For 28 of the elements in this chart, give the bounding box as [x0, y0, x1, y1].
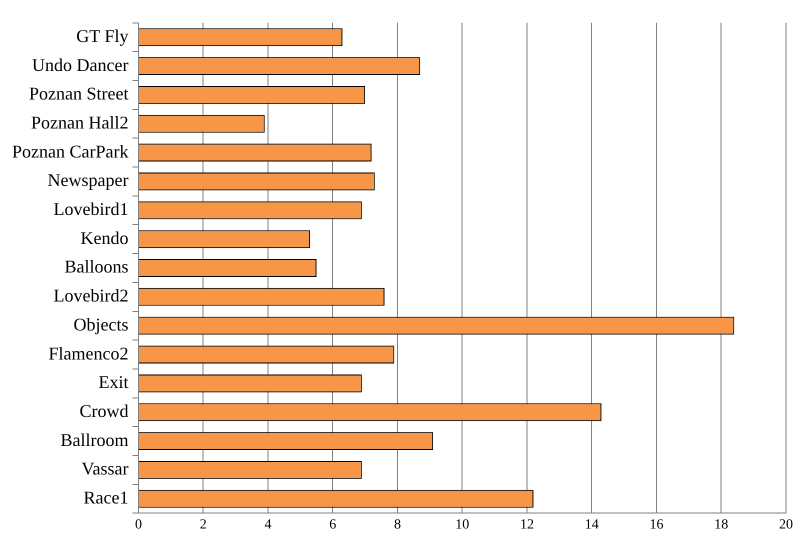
y-tick-label: Lovebird1 [53, 199, 128, 220]
x-tick-label: 16 [649, 517, 664, 532]
x-tick-label: 4 [264, 517, 272, 532]
x-tick-label: 8 [394, 517, 401, 532]
y-tick-label: Poznan CarPark [12, 141, 128, 162]
y-tick-label: Flamenco2 [48, 343, 128, 364]
y-tick-label: Vassar [81, 458, 128, 479]
y-tick-label: Undo Dancer [32, 54, 128, 75]
y-tick-label: Poznan Hall2 [30, 112, 128, 132]
y-tick-label: Newspaper [48, 170, 128, 190]
y-tick-label: Ballroom [60, 430, 128, 450]
x-tick-label: 0 [134, 517, 142, 532]
y-tick-label: Balloons [64, 256, 128, 277]
y-tick-label: Exit [98, 372, 128, 392]
x-tick-label: 20 [779, 517, 793, 532]
y-tick-label: Race1 [83, 488, 128, 508]
y-tick-label: Objects [73, 314, 128, 334]
x-tick-label: 10 [455, 517, 470, 532]
x-tick-label: 18 [714, 517, 728, 532]
y-tick-label: Crowd [79, 400, 128, 421]
x-tick-label: 6 [329, 517, 336, 532]
x-tick-label: 14 [584, 517, 599, 532]
y-tick-label: GT Fly [76, 26, 128, 46]
x-tick-label: 2 [200, 517, 207, 532]
y-tick-label: Poznan Street [28, 84, 128, 104]
y-tick-label: Kendo [80, 228, 128, 248]
x-tick-label: 12 [520, 517, 534, 532]
y-tick-label: Lovebird2 [53, 286, 128, 306]
